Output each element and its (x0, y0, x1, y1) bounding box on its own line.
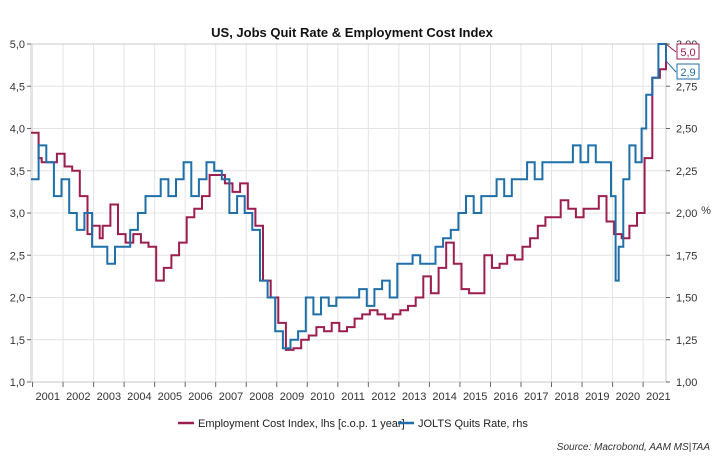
end-labels: 5,0 2,9 (665, 43, 700, 80)
grid (31, 43, 666, 383)
x-tick-label: 2007 (219, 391, 243, 403)
end-label-box (676, 63, 700, 80)
x-tick-label: 2016 (493, 391, 517, 403)
x-tick-label: 2001 (36, 391, 60, 403)
x-tick-label: 2021 (646, 391, 670, 403)
right-tick-label: 2,00 (676, 208, 697, 220)
series-line-0 (31, 44, 667, 351)
right-tick-label: 1,75 (676, 250, 697, 262)
legend-label-eci: Employment Cost Index, lhs [c.o.p. 1 yea… (198, 418, 405, 430)
chart-title: US, Jobs Quit Rate & Employment Cost Ind… (211, 25, 493, 40)
x-tick-label: 2004 (127, 391, 151, 403)
x-tick-label: 2018 (555, 391, 579, 403)
x-tick-label: 2003 (97, 391, 121, 403)
x-tick-label: 2008 (249, 391, 273, 403)
left-tick-label: 4,5 (10, 81, 25, 93)
x-tick-label: 2017 (524, 391, 548, 403)
end-label-box (676, 43, 700, 60)
x-tick-label: 2019 (585, 391, 609, 403)
series-layer (31, 43, 667, 351)
left-tick-label: 4,0 (10, 124, 25, 136)
right-tick-label: 1,25 (676, 335, 697, 347)
x-tick-label: 2015 (463, 391, 487, 403)
series-line-1 (31, 43, 667, 350)
right-axis: 1,001,251,501,752,002,252,502,753,00 (666, 39, 697, 389)
x-tick-label: 2006 (188, 391, 212, 403)
left-tick-label: 3,0 (10, 208, 25, 220)
x-tick-label: 2009 (280, 391, 304, 403)
x-axis: 2001 2002 2003 2004 2005 2006 2007 2008 2009 2010… (32, 382, 671, 403)
left-tick-label: 3,5 (10, 166, 25, 178)
x-tick-label: 2014 (432, 391, 456, 403)
end-label-text: 5,0 (680, 47, 695, 59)
x-tick-label: 2010 (310, 391, 334, 403)
x-tick-label: 2002 (66, 391, 90, 403)
right-tick-label: 1,50 (676, 293, 697, 305)
x-tick-label: 2005 (158, 391, 182, 403)
x-tick-label: 2012 (371, 391, 395, 403)
right-tick-label: 2,50 (676, 124, 697, 136)
right-tick-label: 1,00 (676, 377, 697, 389)
right-tick-label: 2,75 (676, 81, 697, 93)
right-axis-label: % (701, 205, 711, 217)
end-label-pointer (665, 60, 677, 73)
source-note: Source: Macrobond, AAM MS|TAA (557, 442, 711, 453)
right-tick-label: 2,25 (676, 166, 697, 178)
x-tick-label: 2013 (402, 391, 426, 403)
legend: Employment Cost Index, lhs [c.o.p. 1 yea… (178, 418, 528, 430)
end-label-pointer (665, 43, 677, 53)
x-tick-label: 2011 (341, 391, 365, 403)
left-axis: 1,0 1,5 2,0 2,5 3,0 3,5 4,0 4,5 5,0 (10, 39, 31, 389)
x-tick-label: 2020 (616, 391, 640, 403)
end-label-text: 2,9 (680, 67, 695, 79)
left-tick-label: 2,5 (10, 250, 25, 262)
left-tick-label: 1,0 (10, 377, 25, 389)
left-tick-label: 1,5 (10, 335, 25, 347)
legend-label-jolts: JOLTS Quits Rate, rhs (418, 418, 528, 430)
left-tick-label: 5,0 (10, 39, 25, 51)
left-tick-label: 2,0 (10, 293, 25, 305)
